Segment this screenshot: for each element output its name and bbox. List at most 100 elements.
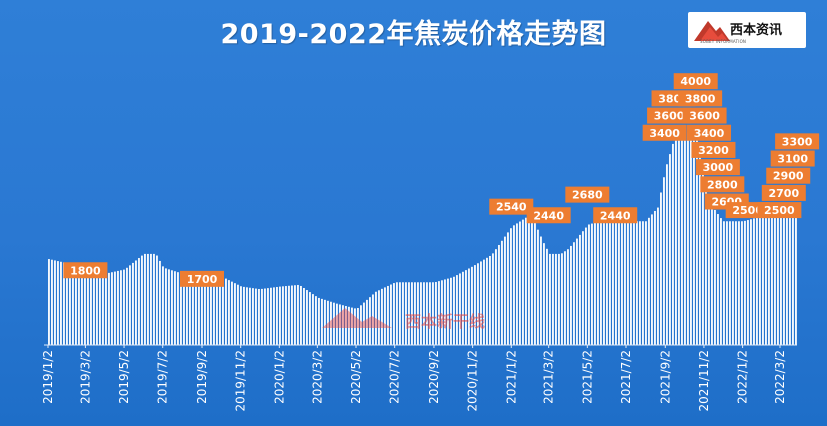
bar [786, 216, 788, 345]
bar [150, 253, 152, 345]
bar [360, 305, 362, 345]
bar [783, 216, 785, 345]
bar [330, 301, 332, 345]
bar [615, 221, 617, 345]
bar [210, 274, 212, 345]
bar [774, 216, 776, 345]
data-label: 2440 [533, 209, 564, 222]
bar [777, 216, 779, 345]
bar [357, 308, 359, 345]
bar [573, 242, 575, 345]
bar [654, 210, 656, 345]
bar [93, 272, 95, 345]
bar [669, 154, 671, 345]
data-label: 2800 [707, 178, 738, 191]
bar [525, 217, 527, 345]
bar [702, 174, 704, 345]
bar-series [48, 130, 797, 345]
bar [102, 273, 104, 345]
bar [84, 270, 86, 345]
bar [738, 221, 740, 345]
bar [120, 270, 122, 345]
bar [405, 282, 407, 345]
data-label: 1700 [187, 273, 218, 286]
bar [696, 140, 698, 345]
bar [381, 288, 383, 345]
bar [444, 279, 446, 345]
bar [687, 132, 689, 345]
data-label-box [761, 184, 806, 201]
x-tick-label: 2021/7/2 [619, 350, 633, 404]
logo-text: 西本资讯 [730, 23, 783, 38]
data-label: 3600 [654, 110, 685, 123]
bar [195, 273, 197, 345]
bar [108, 272, 110, 345]
bar [348, 306, 350, 345]
data-label-box [770, 150, 815, 167]
watermark-text: 西本新干线 [405, 312, 485, 331]
x-tick-label: 2020/11/2 [466, 350, 480, 412]
bar [750, 219, 752, 345]
bar [270, 287, 272, 345]
bar [255, 288, 257, 345]
x-tick-label: 2019/5/2 [117, 350, 131, 404]
bar [243, 286, 245, 345]
bar [273, 287, 275, 345]
bar [555, 253, 557, 345]
bar [276, 286, 278, 345]
data-label-box [757, 202, 802, 219]
bar [297, 284, 299, 345]
bar [558, 253, 560, 345]
bar [600, 221, 602, 345]
x-tick-label: 2021/3/2 [542, 350, 556, 404]
bar [198, 273, 200, 345]
logo-subtext: SOBEY INFORMATION [700, 39, 747, 44]
bar [543, 243, 545, 345]
bar [450, 277, 452, 345]
bar [624, 221, 626, 345]
bar [279, 286, 281, 345]
bar [237, 284, 239, 345]
bar [492, 253, 494, 345]
bar [639, 221, 641, 345]
data-labels: 1800170025402440268024403400360038004000… [63, 73, 820, 287]
data-label: 4000 [680, 75, 711, 88]
data-label-box [593, 207, 638, 224]
bar [498, 244, 500, 345]
bar [252, 288, 254, 345]
bar [54, 260, 56, 345]
bar [72, 265, 74, 345]
bar [138, 258, 140, 345]
bar [603, 221, 605, 345]
bar [333, 302, 335, 345]
bar [765, 216, 767, 345]
bar [660, 192, 662, 345]
bar [675, 137, 677, 345]
x-tick-labels: 2019/1/2 2019/3/2 2019/5/2 2019/7/2 2019/9/2… [41, 345, 787, 412]
bar [288, 285, 290, 345]
bar [495, 249, 497, 345]
bar [411, 282, 413, 345]
bar [432, 282, 434, 345]
chart-title: 2019-2022年焦炭价格走势图 [220, 19, 607, 50]
data-label: 2500 [764, 204, 795, 217]
bar [342, 305, 344, 345]
x-tick-label: 2020/1/2 [272, 350, 286, 404]
bar [105, 273, 107, 345]
bar [408, 282, 410, 345]
data-label: 2440 [600, 209, 631, 222]
bar [636, 221, 638, 345]
bar [144, 253, 146, 345]
bar [588, 224, 590, 345]
bar [81, 269, 83, 345]
data-label-box [700, 176, 745, 193]
bar [123, 269, 125, 345]
bar [99, 272, 101, 345]
data-label: 3400 [649, 127, 680, 140]
x-tick-label: 2020/9/2 [427, 350, 441, 404]
x-tick-label: 2019/1/2 [41, 350, 55, 404]
bar [663, 177, 665, 345]
x-tick-label: 2021/11/2 [697, 350, 711, 412]
